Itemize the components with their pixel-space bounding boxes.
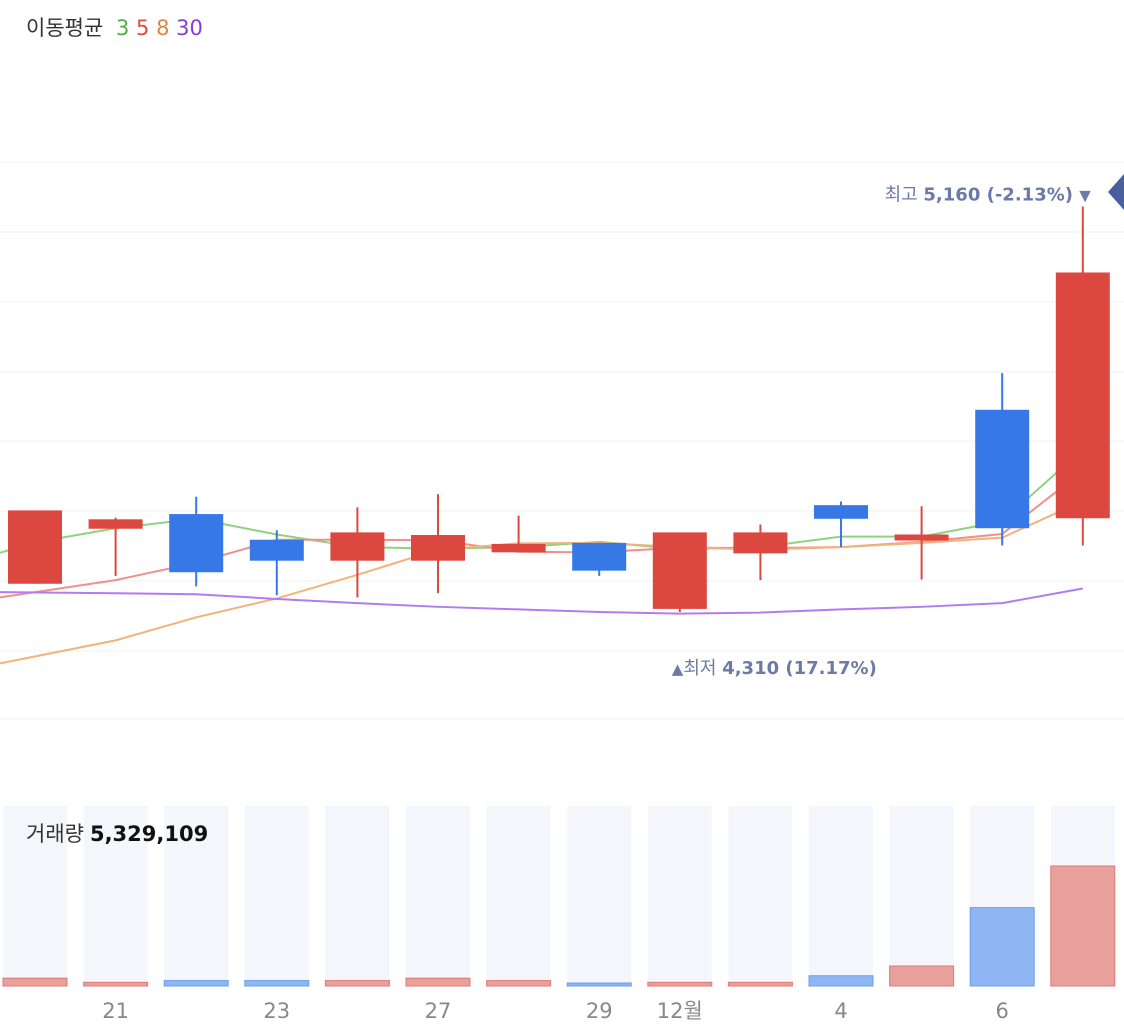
volume-bar[interactable] xyxy=(405,977,471,987)
annotations: 최고 5,160 (-2.13%) ▼ ▲최저 4,310 (17.17%) xyxy=(672,174,1124,679)
candle-body xyxy=(572,542,627,571)
volume-bar[interactable] xyxy=(1050,865,1116,987)
volume-background xyxy=(406,806,470,986)
candle[interactable] xyxy=(169,496,224,587)
volume-background xyxy=(647,806,712,986)
x-tick-label: 6 xyxy=(996,999,1009,1023)
candle[interactable] xyxy=(894,506,949,580)
low-value: 4,310 (17.17%) xyxy=(722,658,877,679)
ma-8-line xyxy=(0,500,1084,665)
low-marker: ▲최저 4,310 (17.17%) xyxy=(672,658,877,679)
volume-background xyxy=(3,806,67,986)
candles xyxy=(8,206,1110,613)
candle-body xyxy=(1055,272,1110,519)
candle[interactable] xyxy=(572,542,627,576)
low-label: 최저 xyxy=(683,658,722,679)
candle[interactable] xyxy=(249,530,304,596)
ma-5-line xyxy=(0,470,1084,599)
volume-background xyxy=(244,806,309,986)
volume-bar[interactable] xyxy=(566,982,632,987)
volume-bar[interactable] xyxy=(2,977,68,987)
volume-bar[interactable] xyxy=(647,981,713,987)
candle[interactable] xyxy=(1055,206,1110,546)
volume-bar[interactable] xyxy=(808,975,874,987)
candle-body xyxy=(88,519,143,529)
volume-background xyxy=(728,806,793,986)
volume-label: 거래량 5,329,109 xyxy=(26,818,208,848)
candle-body xyxy=(8,510,62,584)
candle[interactable] xyxy=(733,524,788,581)
volume-bar[interactable] xyxy=(163,980,229,987)
candle[interactable] xyxy=(652,532,707,613)
high-marker: 최고 5,160 (-2.13%) ▼ xyxy=(885,184,1092,205)
candle-body xyxy=(411,535,465,561)
x-tick-label: 21 xyxy=(102,999,129,1023)
high-value: 5,160 (-2.13%) xyxy=(923,184,1079,205)
candle-body xyxy=(491,543,546,553)
x-axis-ticks: 21 23 27 29 12월 4 6 xyxy=(102,999,1009,1023)
moving-average-legend: 이동평균 3 5 8 30 xyxy=(26,12,203,42)
high-arrow: ▼ xyxy=(1079,186,1091,204)
legend-ma-3[interactable]: 3 xyxy=(115,16,130,40)
volume-bar[interactable] xyxy=(83,981,149,987)
volume-background xyxy=(83,806,148,986)
candle-body xyxy=(894,534,949,541)
volume-bar[interactable] xyxy=(244,980,310,987)
x-tick-label: 23 xyxy=(263,999,290,1023)
volume-bar[interactable] xyxy=(727,981,793,987)
volume-background xyxy=(567,806,632,986)
candle[interactable] xyxy=(88,517,143,576)
x-tick-label: 12월 xyxy=(657,999,703,1023)
candle[interactable] xyxy=(8,510,62,584)
volume-background xyxy=(325,806,390,986)
price-gridlines xyxy=(0,161,1124,720)
volume-bars xyxy=(2,865,1116,987)
moving-average-lines xyxy=(0,448,1084,665)
volume-bar[interactable] xyxy=(969,907,1035,987)
candle-body xyxy=(330,532,385,561)
legend-ma-8[interactable]: 8 xyxy=(156,16,170,40)
volume-background xyxy=(486,806,551,986)
current-price-pointer xyxy=(1108,174,1124,210)
volume-bar[interactable] xyxy=(324,980,390,987)
volume-background xyxy=(164,806,229,986)
x-tick-label: 29 xyxy=(586,999,613,1023)
x-tick-label: 4 xyxy=(834,999,847,1023)
candle[interactable] xyxy=(330,507,385,598)
candle[interactable] xyxy=(411,494,465,594)
volume-background xyxy=(889,806,954,986)
legend-ma-30[interactable]: 30 xyxy=(176,16,203,40)
candle-body xyxy=(814,505,868,519)
high-label: 최고 xyxy=(885,184,924,205)
volume-background xyxy=(809,806,873,986)
volume-value: 5,329,109 xyxy=(89,822,209,846)
candle-body xyxy=(249,539,304,561)
candle[interactable] xyxy=(491,515,546,553)
volume-bar[interactable] xyxy=(889,965,955,987)
x-tick-label: 27 xyxy=(425,999,452,1023)
candle-body xyxy=(975,409,1030,529)
ma-30-line xyxy=(0,587,1083,615)
volume-title: 거래량 xyxy=(26,822,84,846)
candle-body xyxy=(733,532,788,554)
candle-body xyxy=(169,514,224,573)
low-arrow: ▲ xyxy=(672,660,684,678)
volume-bar[interactable] xyxy=(486,980,552,987)
candle-body xyxy=(652,532,707,609)
candle[interactable] xyxy=(975,373,1030,546)
legend-title: 이동평균 xyxy=(26,16,104,40)
candle[interactable] xyxy=(814,501,868,548)
legend-ma-5[interactable]: 5 xyxy=(136,16,150,40)
